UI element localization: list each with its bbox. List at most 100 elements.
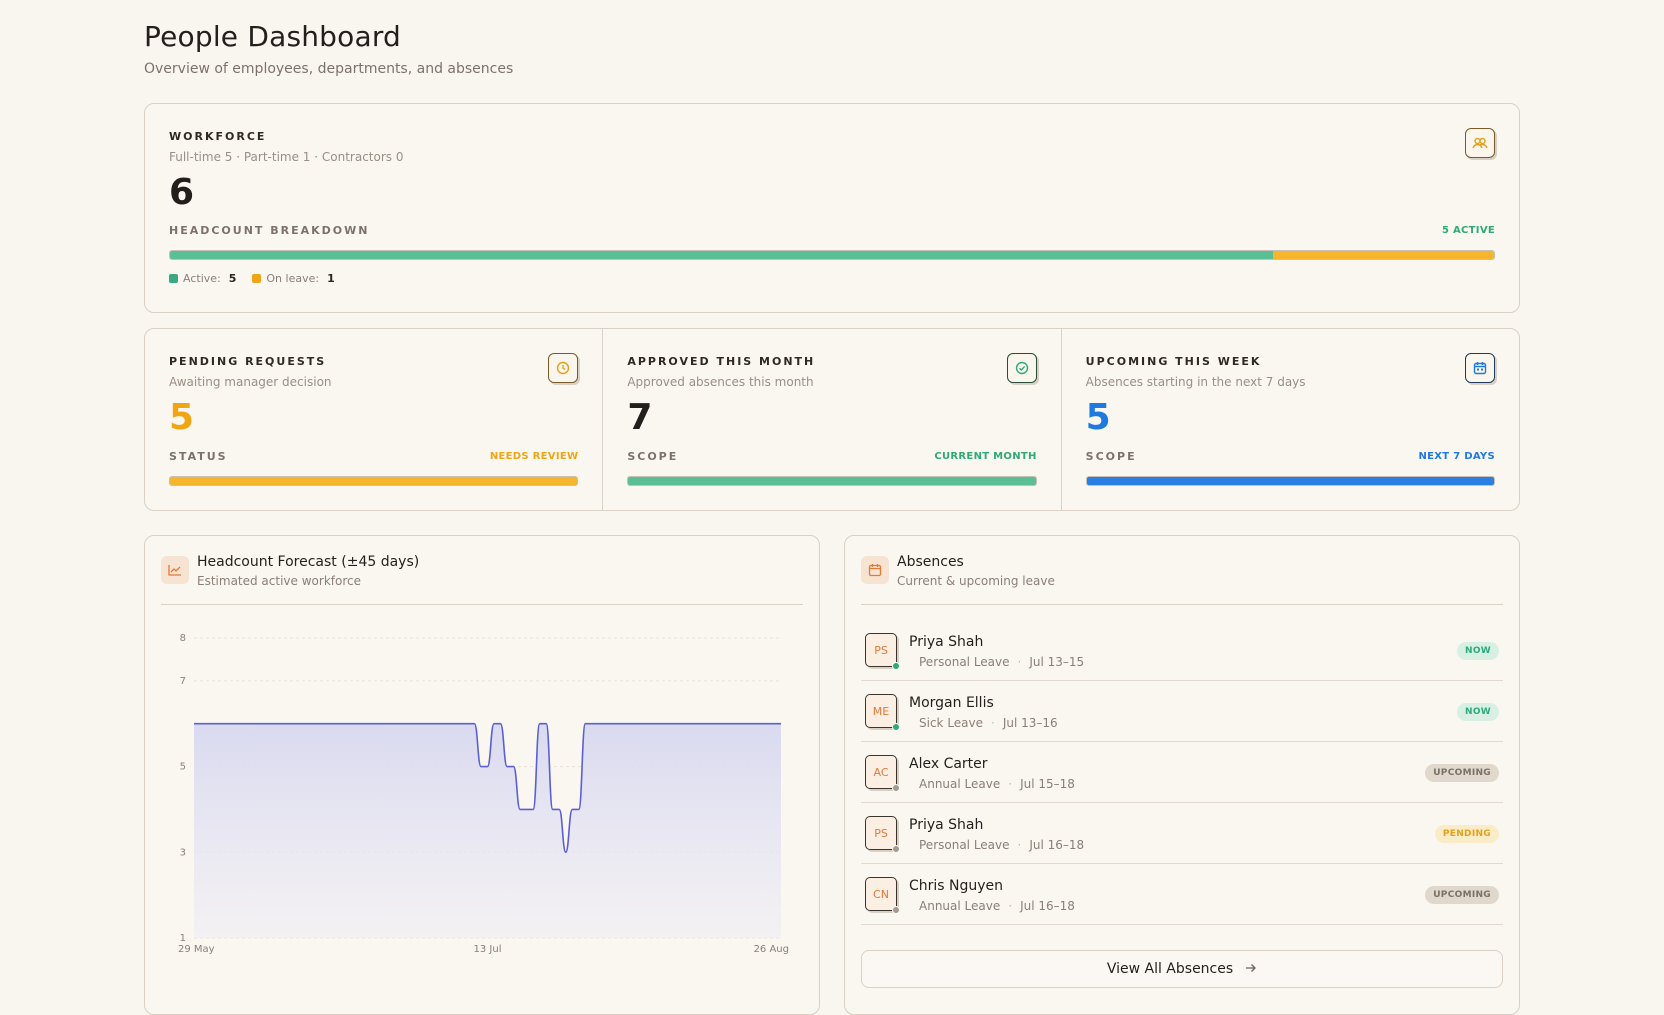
stat-pending-requests: PENDING REQUESTS Awaiting manager decisi… <box>145 329 602 510</box>
absence-name: Chris Nguyen <box>909 878 1004 894</box>
avatar-initials: CN <box>873 887 889 901</box>
presence-dot <box>892 845 900 853</box>
x-tick-label: 26 Aug <box>754 944 789 955</box>
separator-dot: · <box>1008 777 1013 791</box>
absence-type: Personal Leave <box>919 838 1010 852</box>
forecast-line <box>194 722 781 854</box>
separator-dot: · <box>1017 838 1022 852</box>
stat-progress-bar <box>627 476 1037 486</box>
presence-dot <box>892 662 900 670</box>
workforce-card: WORKFORCE Full-time 5 · Part-time 1 · Co… <box>144 103 1520 313</box>
avatar: CN <box>865 877 900 914</box>
stats-row: PENDING REQUESTS Awaiting manager decisi… <box>144 328 1520 511</box>
panel-title: Absences <box>897 554 964 570</box>
absences-panel: Absences Current & upcoming leave PS Priy… <box>844 535 1520 1015</box>
headcount-forecast-panel: Headcount Forecast (±45 days) Estimated … <box>144 535 820 1015</box>
absence-row[interactable]: AC Alex Carter Annual Leave · Jul 15–18 UPCOM… <box>861 742 1503 803</box>
forecast-chart: 8 7 5 3 129 May 13 Jul 26 Aug <box>178 633 789 955</box>
status-badge: UPCOMING <box>1425 764 1499 782</box>
breakdown-legend: Active: 5 On leave: 1 <box>169 272 335 285</box>
avatar: ME <box>865 694 900 731</box>
forecast-area <box>194 723 781 938</box>
absence-type: Sick Leave <box>919 716 984 730</box>
panel-subtitle: Estimated active workforce <box>197 574 361 588</box>
stat-progress-bar <box>1085 476 1495 486</box>
absence-name: Priya Shah <box>909 634 984 650</box>
absence-row[interactable]: ME Morgan Ellis Sick Leave · Jul 13–16 NOW <box>861 681 1503 742</box>
y-tick-label: 7 <box>180 676 186 687</box>
stat-eyebrow: UPCOMING THIS WEEK <box>1085 355 1262 368</box>
absence-row[interactable]: CN Chris Nguyen Annual Leave · Jul 16–18 UPCO… <box>861 864 1503 925</box>
view-all-label: View All Absences <box>1106 961 1234 977</box>
absence-name: Alex Carter <box>909 756 988 772</box>
workforce-summary: Full-time 5 · Part-time 1 · Contractors … <box>169 150 404 164</box>
page-subtitle: Overview of employees, departments, and … <box>144 61 514 77</box>
headcount-breakdown-label: HEADCOUNT BREAKDOWN <box>169 224 370 237</box>
avatar-initials: ME <box>872 704 890 718</box>
avatar: PS <box>865 633 900 670</box>
legend-on-leave: On leave: 1 <box>252 272 335 285</box>
stat-meta-label: SCOPE <box>1085 450 1137 463</box>
avatar-initials: PS <box>874 826 888 840</box>
absence-detail: Personal Leave · Jul 16–18 <box>919 838 1084 852</box>
page-title: People Dashboard <box>144 20 402 53</box>
stat-subtitle: Absences starting in the next 7 days <box>1085 375 1306 389</box>
avatar-initials: PS <box>874 643 888 657</box>
on-leave-segment <box>1272 251 1494 259</box>
absence-detail: Annual Leave · Jul 15–18 <box>919 777 1075 791</box>
stat-meta-label: STATUS <box>169 450 228 463</box>
clock-icon[interactable] <box>548 353 579 383</box>
stat-meta-tag: CURRENT MONTH <box>934 451 1037 462</box>
presence-dot <box>892 723 900 731</box>
check-circle-icon[interactable] <box>1006 353 1037 383</box>
presence-dot <box>892 906 900 914</box>
separator-dot: · <box>1017 655 1022 669</box>
legend-active-label: Active: <box>183 272 221 285</box>
legend-on-leave-label: On leave: <box>266 272 320 285</box>
absence-name: Priya Shah <box>909 817 984 833</box>
stat-eyebrow: APPROVED THIS MONTH <box>627 355 816 368</box>
absence-dates: Jul 13–15 <box>1029 655 1085 669</box>
absence-dates: Jul 15–18 <box>1020 777 1075 791</box>
presence-dot <box>892 784 900 792</box>
status-badge: NOW <box>1456 642 1499 660</box>
absence-type: Annual Leave <box>919 777 1001 791</box>
panel-divider <box>861 604 1503 605</box>
y-tick-label: 5 <box>180 762 186 773</box>
stat-eyebrow: PENDING REQUESTS <box>169 355 327 368</box>
absence-dates: Jul 16–18 <box>1020 899 1075 913</box>
stat-meta-tag: NEXT 7 DAYS <box>1418 451 1495 462</box>
status-badge: PENDING <box>1434 825 1499 843</box>
arrow-right-icon <box>1245 961 1257 977</box>
legend-on-leave-swatch <box>252 274 262 283</box>
stat-value: 5 <box>1085 397 1111 438</box>
absence-row[interactable]: PS Priya Shah Personal Leave · Jul 16–18 PEND… <box>861 803 1503 864</box>
panel-divider <box>161 604 803 605</box>
avatar: AC <box>865 755 900 792</box>
status-badge: UPCOMING <box>1425 886 1499 904</box>
absence-dates: Jul 16–18 <box>1029 838 1085 852</box>
avatar: PS <box>865 816 900 853</box>
stat-subtitle: Awaiting manager decision <box>169 375 332 389</box>
stat-value: 7 <box>627 397 653 438</box>
absence-row[interactable]: PS Priya Shah Personal Leave · Jul 13–15 NOW <box>861 620 1503 681</box>
absence-detail: Annual Leave · Jul 16–18 <box>919 899 1075 913</box>
people-icon[interactable] <box>1465 128 1495 158</box>
separator-dot: · <box>991 716 995 730</box>
x-tick-label: 13 Jul <box>474 944 502 955</box>
y-tick-label: 3 <box>180 847 186 858</box>
absence-detail: Personal Leave · Jul 13–15 <box>919 655 1084 669</box>
view-all-absences-button[interactable]: View All Absences <box>861 950 1503 988</box>
calendar-icon[interactable] <box>1464 353 1495 383</box>
calendar-icon <box>861 556 889 584</box>
stat-value: 5 <box>169 397 195 438</box>
panel-subtitle: Current & upcoming leave <box>897 574 1055 588</box>
workforce-eyebrow: WORKFORCE <box>169 130 267 143</box>
status-badge: NOW <box>1456 703 1499 721</box>
trend-chart-icon <box>161 556 189 584</box>
stat-subtitle: Approved absences this month <box>627 375 814 389</box>
legend-on-leave-value: 1 <box>327 272 335 285</box>
workforce-count: 6 <box>169 172 195 213</box>
avatar-initials: AC <box>873 765 889 779</box>
legend-active: Active: 5 <box>169 272 236 285</box>
